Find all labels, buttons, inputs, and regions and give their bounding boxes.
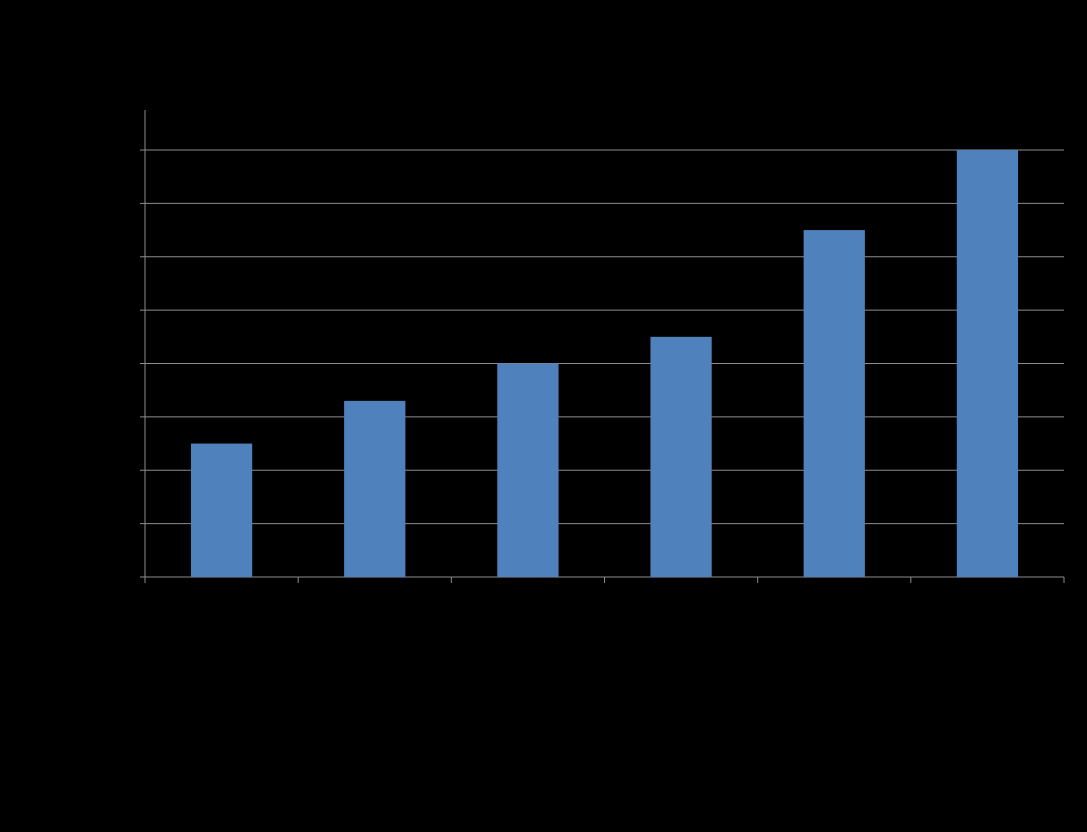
bar [803,230,865,578]
bar [344,400,406,577]
bar [650,336,712,577]
bar [497,363,559,577]
bar [190,443,253,577]
bar [956,150,1019,577]
